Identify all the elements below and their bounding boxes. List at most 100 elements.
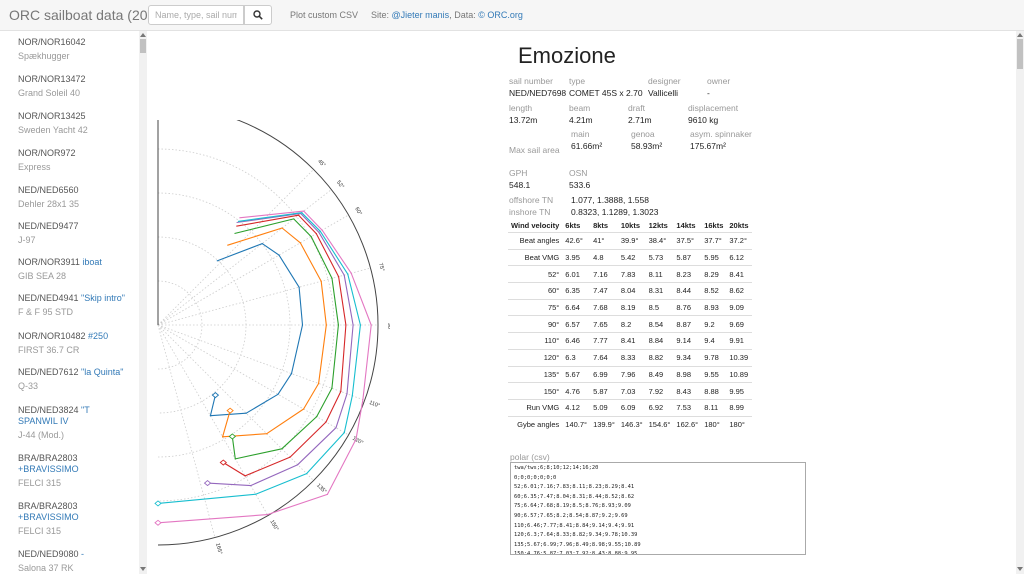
sidebar-item[interactable]: NOR/NOR13472 Grand Soleil 40: [18, 74, 130, 99]
table-cell: 8.11: [701, 398, 727, 417]
table-cell: 10.89: [726, 365, 752, 383]
table-cell: 9.69: [726, 315, 752, 333]
app-title[interactable]: ORC sailboat data (2020): [9, 7, 168, 23]
polar-data-point: [346, 393, 348, 395]
table-cell: 4.12: [562, 398, 591, 417]
sail-area-label: Max sail area: [509, 145, 560, 155]
polar-data-point: [290, 373, 293, 375]
table-cell: 140.7°: [562, 415, 591, 433]
sidebar-item[interactable]: NED/NED4941 "Skip intro" F & F 95 STD: [18, 293, 130, 318]
polar-data-point: [350, 272, 352, 274]
polar-data-point: [362, 398, 364, 401]
sidebar-scroll-thumb[interactable]: [140, 39, 146, 53]
sidebar-item-id: NOR/NOR972: [18, 148, 130, 159]
table-cell: 8.52: [701, 282, 727, 300]
main-label: main: [571, 129, 590, 139]
polar-data-point: [319, 230, 321, 232]
table-row-label: 52°: [508, 265, 563, 283]
table-cell: 8.11: [645, 265, 674, 283]
table-cell: 39.9°: [617, 232, 646, 250]
sidebar-item[interactable]: NOR/NOR16042 Spækhugger: [18, 37, 130, 62]
scroll-up-icon[interactable]: [1017, 33, 1023, 37]
polar-data-point: [297, 464, 299, 466]
polar-data-point: [359, 324, 361, 326]
angle-tick-label: 45°: [316, 159, 326, 169]
sidebar-item-boat-type: F & F 95 STD: [18, 307, 74, 317]
plot-csv-link[interactable]: Plot custom CSV: [290, 10, 359, 20]
table-cell: 8.76: [673, 298, 702, 316]
sidebar-item-nickname: +BRAVISSIMO: [18, 464, 79, 474]
angle-tick-label: 52°: [335, 180, 345, 190]
site-author-link[interactable]: @Jieter manis: [391, 10, 450, 20]
data-prefix: , Data:: [449, 10, 476, 20]
polar-data-point: [325, 324, 327, 326]
polar-data-point: [281, 227, 283, 229]
table-cell: 8.31: [645, 282, 674, 300]
table-cell: 9.55: [701, 365, 727, 383]
spinnaker-label: asym. spinnaker: [690, 129, 752, 139]
sidebar-item[interactable]: NED/NED3824 "T SPANWIL IV J-44 (Mod.): [18, 405, 130, 441]
search-button[interactable]: [244, 5, 272, 25]
table-cell: 6.92: [645, 398, 674, 417]
run-vmg-marker: [228, 433, 237, 440]
table-cell: 8.43: [673, 382, 702, 400]
velocity-table-header: Wind velocity 6kts 8kts 10kts 12kts 14kts 16kt…: [508, 218, 752, 233]
sidebar-item-sail-number: NED/NED6560: [18, 185, 79, 195]
polar-data-point: [370, 324, 372, 326]
table-cell: 7.65: [590, 315, 618, 333]
sidebar-item-boat-type: FELCI 315: [18, 478, 62, 488]
table-header-cell: 16kts: [704, 220, 724, 230]
scroll-down-icon[interactable]: [140, 567, 146, 571]
sidebar-item-boat-type: Sweden Yacht 42: [18, 125, 88, 135]
polar-data-point: [331, 387, 333, 389]
sidebar-item[interactable]: BRA/BRA2803 +BRAVISSIMO FELCI 315: [18, 453, 130, 489]
sidebar-item[interactable]: NED/NED9477 J-97: [18, 221, 130, 246]
sidebar-item-sail-number: NED/NED3824: [18, 405, 79, 415]
sidebar-item[interactable]: BRA/BRA2803 +BRAVISSIMO FELCI 315: [18, 501, 130, 537]
table-row-label: 120°: [508, 348, 563, 366]
table-cell: 162.6°: [673, 415, 702, 433]
polar-data-point: [266, 433, 268, 435]
polar-grid-spoke: [157, 189, 332, 326]
sidebar-scrollbar[interactable]: [139, 31, 147, 574]
polar-series-line: [223, 214, 347, 477]
table-cell: 9.14: [673, 332, 702, 350]
search-input[interactable]: [148, 5, 244, 25]
polar-data-point: [326, 493, 329, 496]
sidebar-item[interactable]: NOR/NOR13425 Sweden Yacht 42: [18, 111, 130, 136]
table-cell: 5.95: [701, 248, 727, 266]
sidebar-item[interactable]: NOR/NOR10482 #250 FIRST 36.7 CR: [18, 331, 130, 356]
sidebar-item[interactable]: NOR/NOR972 Express: [18, 148, 130, 173]
sidebar-item[interactable]: NED/NED6560 Dehler 28x1 35: [18, 185, 130, 210]
table-cell: 5.42: [617, 248, 646, 266]
sidebar-item[interactable]: NED/NED7612 "la Quinta" Q-33: [18, 367, 130, 392]
sidebar-item[interactable]: NOR/NOR3911 iboat GIB SEA 28: [18, 257, 130, 282]
scroll-up-icon[interactable]: [140, 33, 146, 37]
table-cell: 4.76: [562, 382, 591, 400]
main-scrollbar[interactable]: [1016, 31, 1024, 574]
angle-tick-label: 75°: [377, 262, 385, 272]
polar-data-point: [234, 458, 236, 460]
scroll-down-icon[interactable]: [1017, 567, 1023, 571]
main-scroll-thumb[interactable]: [1017, 39, 1023, 69]
table-cell: 37.2°: [726, 232, 752, 250]
gph-label: GPH: [509, 168, 528, 178]
sail-number-value: NED/NED7698: [509, 88, 567, 98]
polar-csv-textarea[interactable]: twa/tws;6;8;10;12;14;16;20 0;0;0;0;0;0;0…: [510, 462, 806, 555]
table-cell: 10.39: [726, 348, 752, 366]
angle-tick-label: 135°: [315, 483, 327, 495]
polar-data-point: [315, 232, 317, 235]
table-row: 60° 6.35 7.47 8.04 8.31 8.44 8.52 8.62: [508, 282, 752, 300]
polar-grid-spoke: [157, 267, 371, 326]
polar-data-point: [302, 408, 305, 410]
table-header-cell: 8kts: [593, 220, 609, 230]
type-label: type: [569, 76, 586, 86]
table-cell: 8.33: [617, 348, 646, 366]
table-cell: 8.29: [701, 265, 727, 283]
sidebar-item[interactable]: NED/NED9080 - Salona 37 RK: [18, 549, 130, 574]
run-vmg-marker: [219, 459, 228, 466]
boat-name: Emozione: [518, 43, 616, 68]
orc-link[interactable]: © ORC.org: [478, 10, 523, 20]
sidebar-item-sail-number: NOR/NOR10482: [18, 331, 86, 341]
table-cell: 6.12: [726, 248, 752, 266]
